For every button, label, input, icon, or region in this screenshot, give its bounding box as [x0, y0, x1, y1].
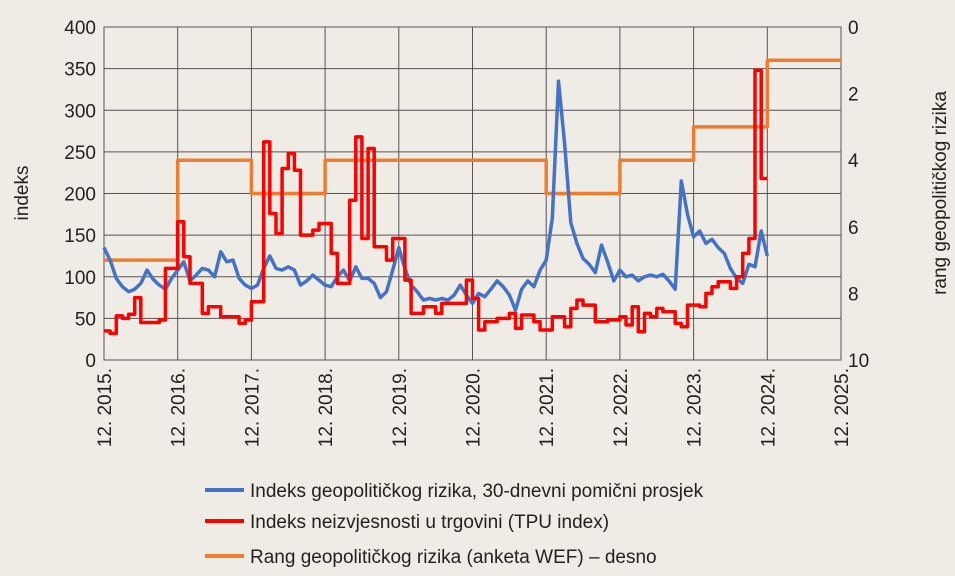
y-tick-label: 0 [85, 351, 96, 372]
x-tick-label: 12. 2022. [611, 368, 632, 447]
series-group [102, 58, 841, 336]
x-tick-label: 12. 2021. [537, 368, 558, 447]
x-tick-label: 12. 2025. [832, 368, 853, 447]
series-tpu-line [104, 68, 768, 336]
series-gpr-line [102, 79, 769, 312]
legend: Indeks geopolitičkog rizika, 30-dnevni p… [205, 481, 704, 568]
y-axis-label-left: indeks [12, 166, 33, 221]
legend-label: Rang geopolitičkog rizika (anketa WEF) –… [250, 547, 657, 568]
y-tick-label: 350 [64, 60, 96, 81]
x-axis: 12. 2015. 12. 2016. 12. 2017. 12. 2018. 12. … [95, 368, 853, 447]
grid [103, 26, 842, 361]
x-tick-label: 12. 2015. [95, 368, 116, 447]
x-tick-label: 12. 2016. [169, 368, 190, 447]
y-tick-label: 100 [64, 268, 96, 289]
x-tick-label: 12. 2023. [685, 368, 706, 447]
y-tick-label: 400 [64, 18, 96, 39]
legend-item-tpu: Indeks neizvjesnosti u trgovini (TPU ind… [205, 512, 609, 533]
x-tick-label: 12. 2018. [316, 368, 337, 447]
y-right-tick-label: 0 [848, 18, 859, 39]
y-tick-label: 300 [64, 101, 96, 122]
y-right-tick-label: 6 [848, 218, 859, 239]
legend-item-wef: Rang geopolitičkog rizika (anketa WEF) –… [205, 547, 657, 568]
y-right-tick-label: 10 [848, 351, 869, 372]
y-axis-label-right: rang geopolitičkog rizika [930, 91, 951, 295]
x-tick-label: 12. 2017. [242, 368, 263, 447]
y-right-tick-label: 4 [848, 151, 859, 172]
y-tick-label: 250 [64, 143, 96, 164]
y-axis-left: 0 50 100 150 200 250 300 350 400 [64, 18, 96, 372]
x-tick-label: 12. 2020. [464, 368, 485, 447]
legend-label: Indeks neizvjesnosti u trgovini (TPU ind… [250, 512, 609, 533]
series-wef-rank-line [104, 58, 841, 262]
x-tick-label: 12. 2024. [758, 368, 779, 447]
legend-item-gpr: Indeks geopolitičkog rizika, 30-dnevni p… [205, 481, 704, 502]
y-right-tick-label: 2 [848, 85, 859, 106]
y-tick-label: 150 [64, 226, 96, 247]
y-tick-label: 50 [75, 309, 96, 330]
y-tick-label: 200 [64, 185, 96, 206]
legend-label: Indeks geopolitičkog rizika, 30-dnevni p… [250, 481, 704, 502]
y-axis-right: 0 2 4 6 8 10 [848, 18, 869, 372]
y-right-tick-label: 8 [848, 284, 859, 305]
x-tick-label: 12. 2019. [390, 368, 411, 447]
